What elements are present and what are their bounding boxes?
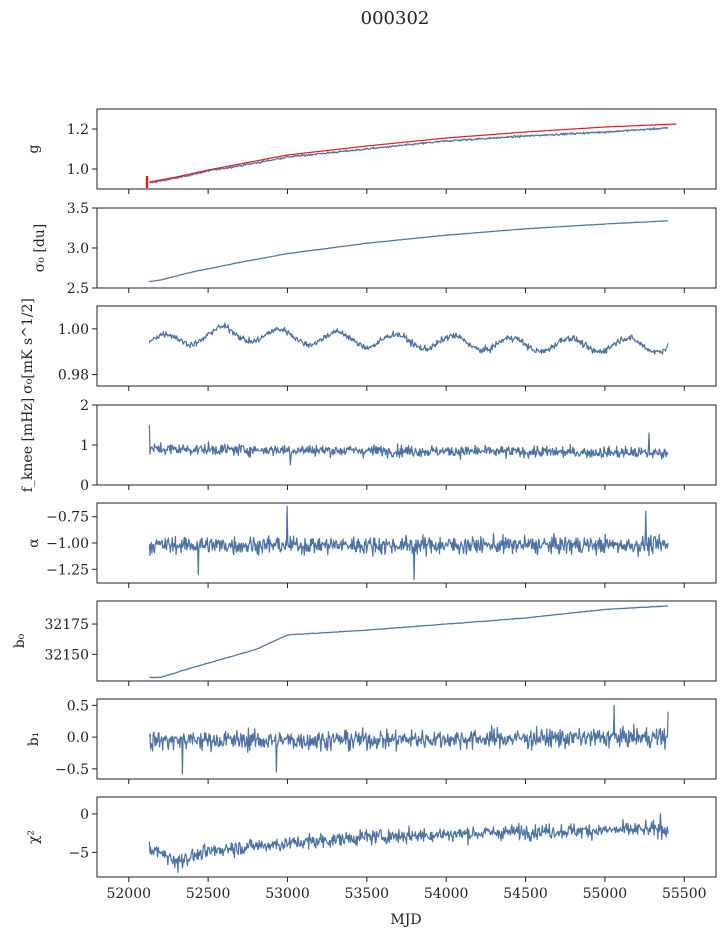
series-line-b0-0 [149,605,669,679]
panel-b0: 32150 32175 b₀ [12,600,717,686]
ytick-label-g-0: 1.0 [67,162,89,178]
xtick-label-3: 53500 [345,886,390,902]
xtick-label-0: 52000 [106,886,151,902]
panel-frame-b1 [96,698,717,780]
series-line-g-0 [149,126,669,184]
ylabel-b1: b₁ [26,732,42,747]
series-line-alpha-0 [148,505,669,581]
xtick-label-6: 55000 [583,886,628,902]
figure-title: 000302 [361,8,430,29]
ylabel-chi2: χ² [26,830,42,844]
ytick-label-chi2-1: 0 [80,807,89,823]
ylabel-sigma0_mk: σ₀[mK s^1/2] [20,298,36,394]
xtick-label-5: 54500 [503,886,548,902]
panel-alpha: −1.25 −1.00 −0.75 α [26,502,717,588]
xtick-label-4: 54000 [424,886,469,902]
panel-sigma0_mk: 0.98 1.00 σ₀[mK s^1/2] [20,298,717,394]
series-line-fknee-0 [148,424,669,466]
panel-g: 1.0 1.2 g [26,108,717,194]
ytick-label-fknee-2: 2 [80,398,89,414]
series-line-sigma0_mk-0 [148,322,669,355]
panel-frame-sigma0 [96,207,717,289]
panel-sigma0: 2.5 3.0 3.5 σ₀ [du] [32,201,717,297]
panels-group: 1.0 1.2 g 2.5 3.0 3.5 σ₀ [du] 0.98 1.00 σ₀[mK s^1… [12,108,717,882]
panel-fknee: 0 1 2 f_knee [mHz] [20,398,717,494]
panel-b1: −0.5 0.0 0.5 b₁ [26,698,717,784]
series-line-chi2-0 [148,813,669,873]
panel-frame-g [96,108,717,190]
xtick-label-1: 52500 [186,886,231,902]
ytick-label-b1-0: −0.5 [55,762,89,778]
x-axis: 52000 52500 53000 53500 54000 54500 55000 55500 [106,886,706,902]
ytick-label-fknee-1: 1 [80,438,89,454]
panel-chi2: −5 0 χ² [26,796,717,882]
ytick-label-sigma0-1: 3.0 [67,241,89,257]
ytick-label-g-1: 1.2 [67,122,89,138]
ytick-label-sigma0-0: 2.5 [67,281,89,297]
ytick-label-sigma0_mk-0: 0.98 [58,368,89,384]
xtick-label-2: 53000 [265,886,310,902]
ytick-label-chi2-0: −5 [68,845,89,861]
panel-frame-fknee [96,404,717,486]
ylabel-sigma0: σ₀ [du] [32,224,48,273]
ylabel-alpha: α [26,538,42,548]
panel-frame-chi2 [96,796,717,878]
ytick-label-alpha-1: −1.00 [46,536,89,552]
ytick-label-b0-0: 32150 [44,647,89,663]
series-line-g-1 [149,123,677,183]
series-line-sigma0-0 [149,220,669,283]
panel-frame-b0 [96,600,717,682]
panel-frame-sigma0_mk [96,305,717,387]
series-line-b1-0 [148,704,669,775]
ytick-label-sigma0-2: 3.5 [67,201,89,217]
ytick-label-b0-1: 32175 [44,617,89,633]
ytick-label-b1-2: 0.5 [67,698,89,714]
ytick-label-sigma0_mk-1: 1.00 [58,322,89,338]
ytick-label-b1-1: 0.0 [67,730,89,746]
ytick-label-fknee-0: 0 [80,478,89,494]
x-axis-label: MJD [390,912,421,928]
ytick-label-alpha-0: −1.25 [46,562,89,578]
ylabel-b0: b₀ [12,633,28,648]
xtick-label-7: 55500 [662,886,707,902]
ytick-label-alpha-2: −0.75 [46,510,89,526]
ylabel-g: g [26,144,42,153]
ylabel-fknee: f_knee [mHz] [20,398,36,493]
